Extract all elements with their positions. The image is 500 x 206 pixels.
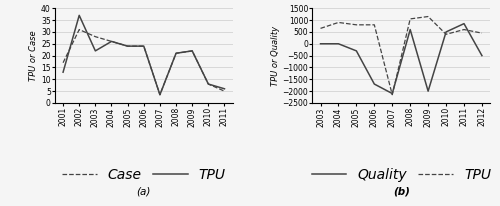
Text: (a): (a) <box>136 186 151 196</box>
Y-axis label: TPU or Case: TPU or Case <box>30 30 38 81</box>
Legend: Case, TPU: Case, TPU <box>56 162 231 187</box>
Legend: Quality, TPU: Quality, TPU <box>306 162 496 187</box>
Text: (b): (b) <box>393 186 409 196</box>
Y-axis label: TPU or Quality: TPU or Quality <box>271 26 280 86</box>
